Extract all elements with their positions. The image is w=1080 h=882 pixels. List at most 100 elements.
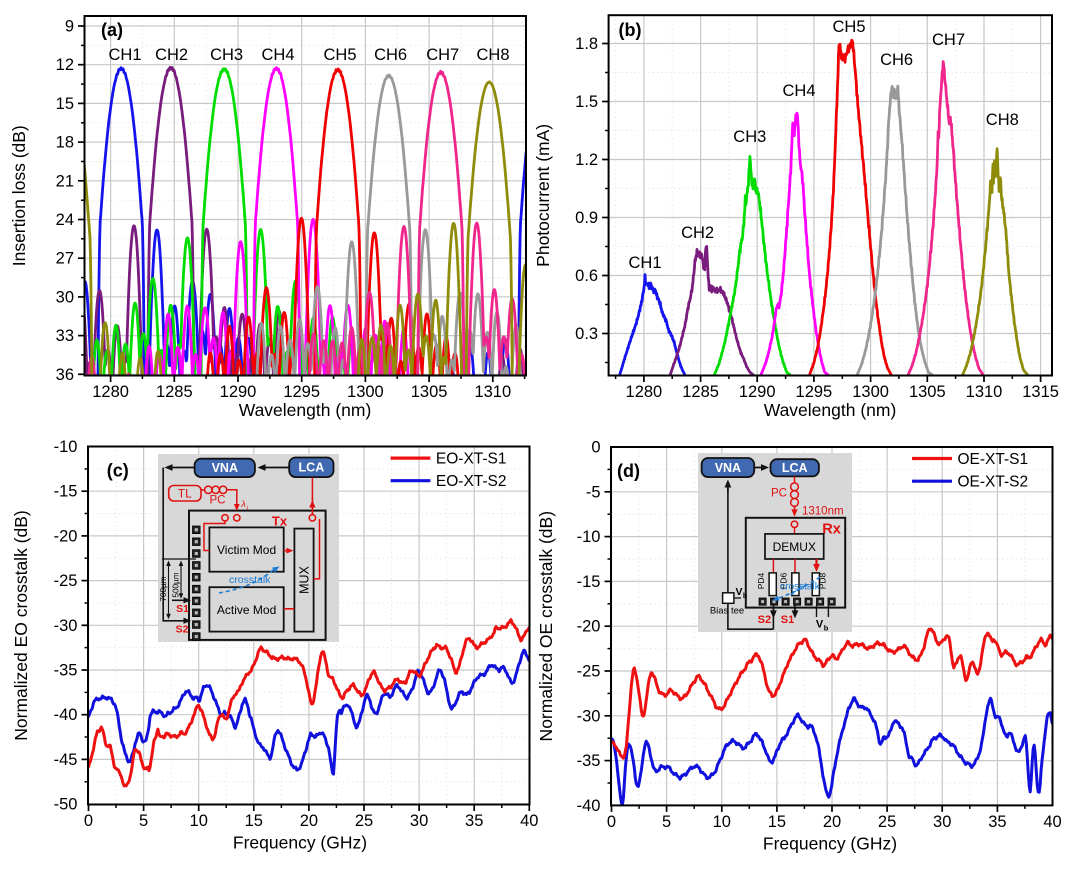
svg-text:-10: -10	[577, 528, 601, 546]
svg-text:PD4: PD4	[756, 572, 766, 589]
svg-text:Normalized EO crosstalk (dB): Normalized EO crosstalk (dB)	[11, 510, 31, 740]
svg-text:0: 0	[591, 439, 600, 457]
svg-text:CH6: CH6	[880, 51, 913, 69]
svg-text:CH4: CH4	[261, 46, 294, 64]
svg-text:5: 5	[139, 812, 148, 830]
svg-text:S1: S1	[176, 603, 189, 615]
svg-text:-35: -35	[54, 662, 78, 680]
svg-text:12: 12	[56, 56, 74, 74]
svg-text:CH4: CH4	[782, 82, 815, 100]
svg-text:(b): (b)	[619, 20, 642, 40]
svg-text:35: 35	[465, 812, 483, 830]
svg-text:1295: 1295	[283, 383, 320, 401]
svg-text:Frequency (GHz): Frequency (GHz)	[763, 833, 897, 853]
svg-text:CH5: CH5	[323, 46, 356, 64]
svg-text:30: 30	[933, 813, 951, 831]
svg-text:crosstalk: crosstalk	[229, 574, 271, 586]
svg-text:25: 25	[355, 812, 373, 830]
svg-text:VNA: VNA	[715, 461, 741, 475]
svg-text:-20: -20	[54, 527, 78, 545]
svg-text:30: 30	[56, 288, 74, 306]
svg-text:15: 15	[56, 95, 74, 113]
svg-text:1310: 1310	[966, 383, 1003, 401]
svg-text:0.3: 0.3	[575, 325, 598, 343]
svg-text:Frequency (GHz): Frequency (GHz)	[233, 833, 367, 853]
svg-text:-25: -25	[577, 663, 601, 681]
svg-text:-35: -35	[577, 752, 601, 770]
svg-text:Wavelength (nm): Wavelength (nm)	[239, 400, 372, 420]
svg-text:33: 33	[56, 327, 74, 345]
svg-text:EO-XT-S2: EO-XT-S2	[436, 473, 507, 490]
svg-text:LCA: LCA	[299, 461, 325, 475]
svg-text:OE-XT-S1: OE-XT-S1	[958, 451, 1029, 468]
svg-text:1285: 1285	[156, 383, 193, 401]
svg-text:CH3: CH3	[733, 128, 766, 146]
svg-text:15: 15	[245, 812, 263, 830]
svg-text:-15: -15	[54, 483, 78, 501]
svg-text:CH5: CH5	[832, 18, 865, 36]
svg-text:0: 0	[84, 812, 93, 830]
svg-text:1280: 1280	[626, 383, 663, 401]
svg-text:CH7: CH7	[932, 31, 965, 49]
svg-text:1280: 1280	[92, 383, 129, 401]
svg-text:20: 20	[823, 813, 841, 831]
svg-text:700µm: 700µm	[159, 576, 168, 601]
svg-text:λ: λ	[240, 499, 246, 510]
svg-text:TL: TL	[178, 486, 192, 500]
svg-text:LCA: LCA	[782, 461, 808, 475]
svg-text:15: 15	[768, 813, 786, 831]
svg-text:1.5: 1.5	[575, 93, 598, 111]
svg-text:-50: -50	[54, 796, 78, 814]
svg-text:DEMUX: DEMUX	[773, 540, 816, 554]
svg-text:CH2: CH2	[681, 224, 714, 242]
svg-text:Bias tee: Bias tee	[710, 606, 744, 617]
svg-text:-30: -30	[577, 707, 601, 725]
svg-text:1300: 1300	[347, 383, 384, 401]
svg-text:1285: 1285	[682, 383, 719, 401]
svg-text:CH2: CH2	[155, 46, 188, 64]
svg-text:1310nm: 1310nm	[802, 506, 844, 518]
svg-text:10: 10	[713, 813, 731, 831]
svg-text:1305: 1305	[411, 383, 448, 401]
svg-text:1300: 1300	[852, 383, 889, 401]
svg-text:V: V	[735, 586, 742, 598]
svg-text:S1: S1	[781, 614, 794, 626]
svg-text:OE-XT-S2: OE-XT-S2	[958, 474, 1029, 491]
svg-text:1.2: 1.2	[575, 151, 598, 169]
svg-text:27: 27	[56, 250, 74, 268]
svg-text:21: 21	[56, 172, 74, 190]
svg-text:(d): (d)	[617, 461, 640, 481]
svg-text:CH7: CH7	[426, 46, 459, 64]
svg-text:MUX: MUX	[297, 565, 311, 593]
svg-text:(c): (c)	[107, 461, 129, 481]
svg-text:0.9: 0.9	[575, 209, 598, 227]
svg-text:0.6: 0.6	[575, 267, 598, 285]
svg-text:-40: -40	[54, 706, 78, 724]
svg-text:1305: 1305	[909, 383, 946, 401]
svg-text:CH3: CH3	[210, 46, 243, 64]
svg-text:CH1: CH1	[108, 46, 141, 64]
svg-text:20: 20	[300, 812, 318, 830]
svg-text:25: 25	[878, 813, 896, 831]
svg-text:36: 36	[56, 366, 74, 384]
svg-text:40: 40	[520, 812, 538, 830]
svg-text:CH6: CH6	[374, 46, 407, 64]
svg-text:-25: -25	[54, 572, 78, 590]
svg-text:-45: -45	[54, 751, 78, 769]
svg-text:0: 0	[607, 813, 616, 831]
svg-text:30: 30	[410, 812, 428, 830]
svg-text:Rx: Rx	[822, 522, 841, 538]
svg-text:(a): (a)	[101, 20, 123, 40]
svg-text:500µm: 500µm	[171, 572, 180, 597]
svg-text:CH1: CH1	[628, 254, 661, 272]
svg-text:crosstalk: crosstalk	[780, 582, 820, 593]
svg-text:24: 24	[56, 211, 74, 229]
svg-text:1310: 1310	[474, 383, 511, 401]
svg-text:1290: 1290	[739, 383, 776, 401]
svg-text:1315: 1315	[1022, 383, 1059, 401]
svg-text:S2: S2	[758, 614, 771, 626]
svg-text:VNA: VNA	[212, 461, 238, 475]
svg-text:-40: -40	[577, 797, 601, 815]
svg-text:CH8: CH8	[476, 46, 509, 64]
svg-text:b: b	[743, 593, 747, 600]
